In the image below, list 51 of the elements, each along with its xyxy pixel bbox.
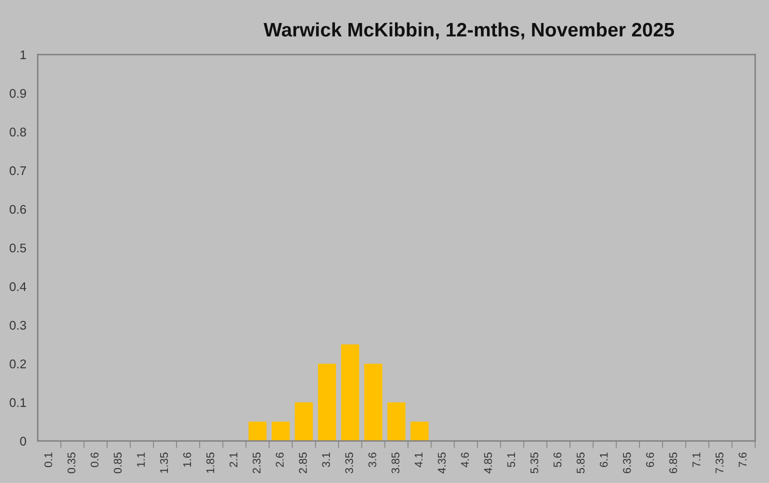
bar [341, 344, 360, 441]
x-tick-label: 4.85 [484, 452, 492, 474]
bar [248, 422, 267, 441]
x-tick-label: 6.6 [646, 452, 654, 467]
chart-title: Warwick McKibbin, 12-mths, November 2025 [264, 22, 674, 40]
x-tick-label: 1.85 [206, 452, 214, 473]
x-tick-label: 4.1 [414, 452, 422, 468]
x-tick-label: 5.1 [507, 452, 516, 468]
x-tick-label: 6.85 [669, 452, 678, 474]
bar [294, 402, 313, 441]
y-tick-label: 0.8 [10, 128, 26, 137]
x-tick-label: 3.1 [322, 452, 330, 468]
bar [364, 364, 382, 441]
x-tick-label: 7.1 [692, 452, 700, 467]
y-tick-label: 0.9 [10, 89, 26, 98]
x-tick-label: 4.6 [460, 452, 469, 468]
y-tick-label: 0.2 [10, 360, 26, 368]
x-tick-label: 3.85 [392, 452, 400, 474]
bar [387, 402, 406, 441]
y-tick-label: 0.6 [10, 204, 26, 214]
x-tick-label: 1.1 [137, 452, 145, 467]
x-tick-label: 0.85 [114, 452, 122, 474]
x-tick-label: 3.35 [345, 452, 354, 474]
y-tick-label: 0.4 [10, 282, 26, 292]
y-tick-label: 0.7 [10, 166, 26, 176]
x-tick-label: 2.6 [276, 452, 284, 467]
x-tick-label: 3.6 [368, 452, 376, 468]
x-tick-label: 5.85 [576, 452, 585, 474]
x-tick-label: 4.35 [438, 452, 446, 474]
x-tick-label: 5.35 [530, 452, 538, 474]
x-tick-label: 7.35 [716, 452, 724, 474]
x-tick-label: 2.85 [298, 452, 307, 474]
y-tick-label: 1 [20, 50, 26, 60]
x-tick-label: 1.6 [183, 452, 192, 467]
y-tick-label: 0.3 [10, 320, 26, 330]
x-tick-label: 0.6 [90, 452, 99, 468]
x-tick-label: 6.1 [600, 452, 608, 467]
y-tick-label: 0.1 [10, 398, 26, 407]
x-tick-label: 0.1 [44, 452, 52, 468]
bar [410, 422, 429, 441]
y-tick-label: 0 [20, 436, 26, 446]
bar [318, 364, 336, 441]
x-tick-label: 2.1 [230, 452, 238, 467]
x-tick-label: 6.35 [622, 452, 631, 474]
y-tick-label: 0.5 [10, 244, 26, 252]
x-tick-label: 2.35 [252, 452, 261, 474]
x-tick-label: 1.35 [160, 452, 168, 473]
x-tick-label: 5.6 [554, 452, 562, 468]
x-tick-label: 7.6 [738, 452, 747, 467]
bar [272, 422, 290, 441]
x-tick-label: 0.35 [68, 452, 76, 474]
